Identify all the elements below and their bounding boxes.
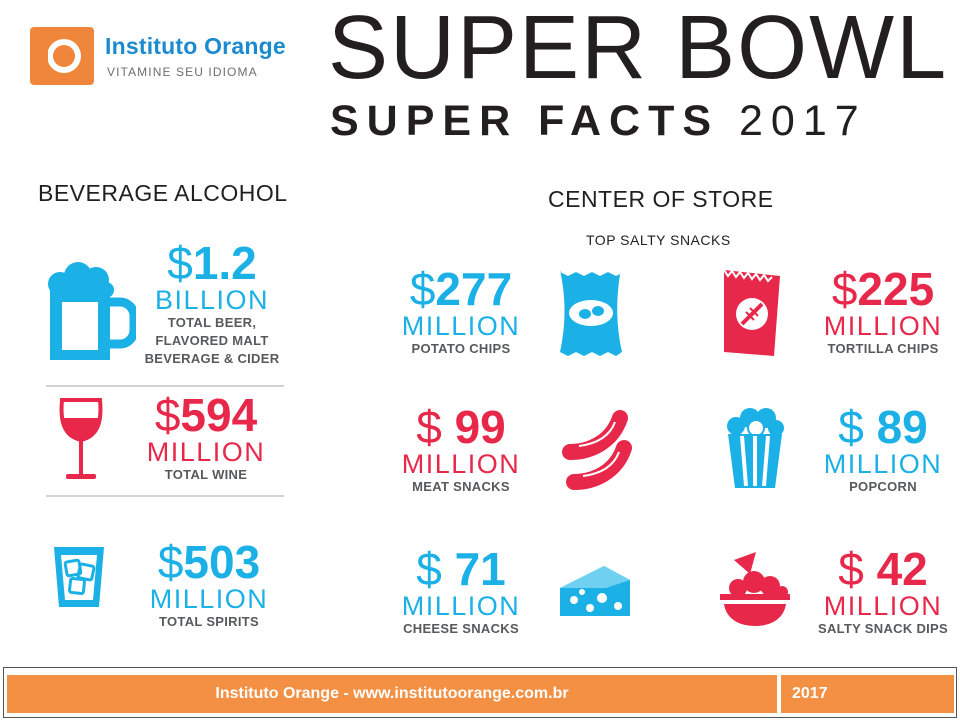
meat-snacks-stat: $ 99 MILLION MEAT SNACKS [396, 404, 526, 496]
instituto-orange-logo-icon [30, 27, 94, 85]
cheese-snacks-unit: MILLION [401, 591, 521, 621]
wine-amount: $594 [126, 392, 286, 438]
beer-mug-icon [48, 262, 136, 360]
cheese-snacks-dollar: $ [416, 543, 442, 595]
beer-desc-3: BEVERAGE & CIDER [144, 351, 280, 366]
wine-number: 594 [180, 389, 258, 441]
tortilla-chips-unit: MILLION [823, 311, 943, 341]
ice-glass-icon [54, 547, 104, 607]
subtitle-bold: SUPER FACTS [330, 97, 720, 145]
footer-text: Instituto Orange - www.institutoorange.c… [215, 685, 569, 702]
spirits-stat: $503 MILLION TOTAL SPIRITS [130, 539, 288, 631]
center-store-subheading: TOP SALTY SNACKS [586, 232, 731, 248]
divider [46, 385, 284, 387]
spirits-desc: TOTAL SPIRITS [159, 614, 259, 629]
beer-unit: BILLION [154, 285, 270, 315]
potato-chips-unit: MILLION [401, 311, 521, 341]
potato-chips-bag-icon [560, 270, 622, 356]
beer-number: 1.2 [192, 237, 257, 289]
footer-year: 2017 [792, 685, 828, 702]
tortilla-chips-bag-icon [723, 269, 780, 356]
popcorn-number: 89 [876, 401, 928, 453]
spirits-amount: $503 [130, 539, 288, 585]
beer-desc-2: FLAVORED MALT [155, 333, 269, 348]
divider [46, 495, 284, 497]
footer-left-bar [7, 675, 777, 713]
wine-stat: $594 MILLION TOTAL WINE [126, 392, 286, 484]
wine-unit: MILLION [146, 437, 266, 467]
page-title: SUPER BOWL [328, 0, 949, 98]
beer-dollar: $ [167, 237, 193, 289]
popcorn-unit: MILLION [823, 449, 943, 479]
wine-glass-icon [59, 398, 103, 479]
beverage-heading: BEVERAGE ALCOHOL [38, 180, 288, 206]
potato-chips-desc: POTATO CHIPS [411, 341, 511, 356]
potato-chips-number: 277 [435, 263, 513, 315]
dips-stat: $ 42 MILLION SALTY SNACK DIPS [812, 546, 954, 638]
potato-chips-amount: $277 [396, 266, 526, 312]
potato-chips-stat: $277 MILLION POTATO CHIPS [396, 266, 526, 358]
dips-amount: $ 42 [812, 546, 954, 592]
logo-name: Instituto Orange [105, 33, 286, 59]
meat-snacks-desc: MEAT SNACKS [412, 479, 510, 494]
spirits-number: 503 [183, 536, 261, 588]
tortilla-chips-amount: $225 [818, 266, 948, 312]
tortilla-chips-desc: TORTILLA CHIPS [827, 341, 939, 356]
cheese-icon [560, 566, 630, 616]
potato-chips-dollar: $ [409, 263, 436, 315]
cheese-snacks-number: 71 [454, 543, 506, 595]
meat-snacks-dollar: $ [416, 401, 442, 453]
popcorn-desc: POPCORN [849, 479, 917, 494]
footer-right-bar [781, 675, 954, 713]
meat-snacks-number: 99 [454, 401, 506, 453]
beer-stat: $1.2 BILLION TOTAL BEER, FLAVORED MALT B… [130, 240, 294, 368]
spirits-unit: MILLION [149, 584, 269, 614]
logo-tagline: VITAMINE SEU IDIOMA [107, 65, 258, 79]
cheese-snacks-amount: $ 71 [396, 546, 526, 592]
meat-snacks-unit: MILLION [401, 449, 521, 479]
subtitle-year: 2017 [739, 97, 867, 145]
cheese-snacks-stat: $ 71 MILLION CHEESE SNACKS [396, 546, 526, 638]
page-subtitle: SUPER FACTS 2017 [330, 96, 867, 146]
popcorn-dollar: $ [838, 401, 864, 453]
tortilla-chips-stat: $225 MILLION TORTILLA CHIPS [818, 266, 948, 358]
dips-desc: SALTY SNACK DIPS [817, 621, 948, 636]
wine-dollar: $ [154, 389, 181, 441]
popcorn-stat: $ 89 MILLION POPCORN [818, 404, 948, 496]
beer-amount: $1.2 [130, 240, 294, 286]
footer-frame [3, 667, 957, 718]
tortilla-chips-number: 225 [857, 263, 935, 315]
wine-desc: TOTAL WINE [164, 467, 248, 482]
dips-number: 42 [876, 543, 928, 595]
spirits-dollar: $ [157, 536, 184, 588]
meat-sticks-icon [562, 410, 632, 490]
meat-snacks-amount: $ 99 [396, 404, 526, 450]
cheese-snacks-desc: CHEESE SNACKS [403, 621, 519, 636]
beer-desc-1: TOTAL BEER, [167, 315, 257, 330]
tortilla-chips-dollar: $ [831, 263, 858, 315]
dips-unit: MILLION [823, 591, 943, 621]
chip-dip-bowl-icon [720, 552, 790, 626]
dips-dollar: $ [838, 543, 864, 595]
center-store-heading: CENTER OF STORE [548, 186, 774, 212]
popcorn-amount: $ 89 [818, 404, 948, 450]
popcorn-icon [727, 408, 784, 488]
